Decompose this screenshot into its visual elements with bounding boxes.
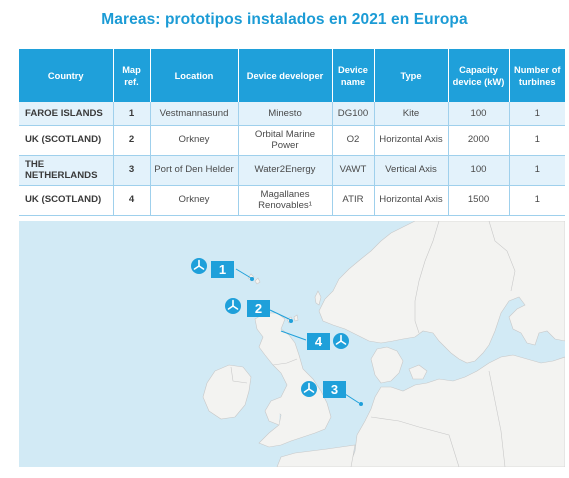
cell-type: Vertical Axis <box>374 155 449 186</box>
turbine-icon <box>225 298 241 314</box>
cell-country: UK (SCOTLAND) <box>19 125 114 156</box>
shetland <box>314 290 322 306</box>
cell-turbines: 1 <box>509 102 565 126</box>
scandinavia <box>318 221 565 364</box>
header-capacity: Capacity device (kW) <box>448 49 510 102</box>
border-line <box>370 416 460 467</box>
cell-location: Port of Den Helder <box>150 155 239 186</box>
header-location: Location <box>150 49 239 102</box>
table-row: UK (SCOTLAND) 4 Orkney Magallanes Renova… <box>19 185 565 216</box>
france <box>276 444 356 467</box>
table-row: UK (SCOTLAND) 2 Orkney Orbital Marine Po… <box>19 125 565 156</box>
great-britain <box>254 312 332 448</box>
cell-country: FAROE ISLANDS <box>19 102 114 126</box>
cell-location: Orkney <box>150 125 239 156</box>
wales <box>264 396 282 426</box>
turbine-icon <box>301 381 317 397</box>
leader-line <box>269 309 292 321</box>
map-marker-4: 4 <box>307 333 330 350</box>
site-dot <box>289 319 293 323</box>
site-dot <box>250 277 254 281</box>
cell-capacity: 1500 <box>448 185 510 216</box>
cell-developer: Minesto <box>238 102 333 126</box>
cell-country: THE NETHERLANDS <box>19 155 114 186</box>
cell-developer: Orbital Marine Power <box>238 125 333 156</box>
map-marker-1: 1 <box>211 261 234 278</box>
header-country: Country <box>19 49 114 102</box>
europe-map: 1 2 4 3 <box>19 221 565 467</box>
denmark <box>370 346 404 384</box>
border-line <box>488 221 516 292</box>
header-map-ref: Map ref. <box>113 49 151 102</box>
leader-line <box>235 268 252 279</box>
table-header-row: Country Map ref. Location Device develop… <box>19 49 565 102</box>
ireland <box>202 364 252 420</box>
page-title: Mareas: prototipos instalados en 2021 en… <box>101 11 468 28</box>
table-row: THE NETHERLANDS 3 Port of Den Helder Wat… <box>19 155 565 186</box>
cell-map-ref: 2 <box>113 125 151 156</box>
cell-map-ref: 3 <box>113 155 151 186</box>
border-line <box>414 221 440 334</box>
cell-type: Kite <box>374 102 449 126</box>
cell-turbines: 1 <box>509 125 565 156</box>
cell-map-ref: 4 <box>113 185 151 216</box>
cell-location: Vestmannasund <box>150 102 239 126</box>
cell-location: Orkney <box>150 185 239 216</box>
cell-type: Horizontal Axis <box>374 125 449 156</box>
cell-developer: Magallanes Renovables¹ <box>238 185 333 216</box>
cell-country: UK (SCOTLAND) <box>19 185 114 216</box>
prototypes-table: Country Map ref. Location Device develop… <box>19 49 565 216</box>
cell-device-name: O2 <box>332 125 375 156</box>
turbine-icon <box>191 258 207 274</box>
denmark-island <box>408 364 428 380</box>
cell-device-name: ATIR <box>332 185 375 216</box>
leader-line <box>280 330 307 341</box>
border-line <box>230 366 248 384</box>
header-turbines: Number of turbines <box>509 49 565 102</box>
cell-type: Horizontal Axis <box>374 185 449 216</box>
turbine-icon <box>333 333 349 349</box>
header-device-name: Device name <box>332 49 375 102</box>
cell-capacity: 100 <box>448 102 510 126</box>
site-dot <box>359 402 363 406</box>
map-marker-3: 3 <box>323 381 346 398</box>
cell-turbines: 1 <box>509 185 565 216</box>
cell-map-ref: 1 <box>113 102 151 126</box>
cell-turbines: 1 <box>509 155 565 186</box>
table-row: FAROE ISLANDS 1 Vestmannasund Minesto DG… <box>19 102 565 126</box>
map-marker-2: 2 <box>247 300 270 317</box>
header-device-developer: Device developer <box>238 49 333 102</box>
cell-developer: Water2Energy <box>238 155 333 186</box>
cell-device-name: VAWT <box>332 155 375 186</box>
border-line <box>488 370 506 467</box>
header-type: Type <box>374 49 449 102</box>
continental-europe <box>348 354 565 467</box>
cell-capacity: 2000 <box>448 125 510 156</box>
cell-capacity: 100 <box>448 155 510 186</box>
border-line <box>272 358 298 366</box>
cell-device-name: DG100 <box>332 102 375 126</box>
map-land-shapes <box>19 221 565 467</box>
leader-line <box>344 393 360 404</box>
